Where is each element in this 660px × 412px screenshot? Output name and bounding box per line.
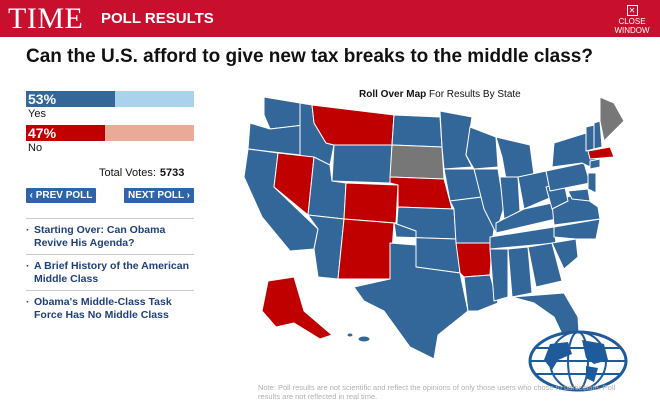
state-wyoming [331,144,393,184]
state-maryland [567,188,591,202]
close-label-line2: WINDOW [614,26,650,35]
no-bar-track [105,125,194,141]
state-maine [599,97,625,142]
map-caption-bold: Roll Over Map [359,89,427,100]
state-massachusetts [587,146,615,160]
state-new-mexico [337,218,395,280]
map-caption-rest: For Results By State [429,89,521,100]
no-percent: 47% [28,125,57,141]
state-nebraska [389,176,453,210]
state-wisconsin [465,126,499,170]
state-new-jersey [587,172,597,194]
state-arkansas [455,242,493,278]
state-minnesota [439,110,473,170]
state-hawaii [357,335,371,343]
state-georgia [527,242,563,288]
yes-bar-track [115,91,194,107]
state-south-dakota [389,144,445,180]
yes-bar-fill [26,91,115,107]
state-hawaii-2 [346,332,354,338]
state-new-hampshire [593,120,603,150]
state-alaska [261,276,333,340]
globe-icon [528,330,628,392]
state-illinois [473,168,505,234]
close-icon: ✕ [626,5,638,16]
no-label: No [28,142,43,154]
poll-question: Can the U.S. afford to give new tax brea… [26,46,593,67]
no-bar-fill [26,125,105,141]
state-vermont [585,124,595,152]
yes-label: Yes [28,108,46,120]
total-votes-value: 5733 [159,167,185,179]
related-link[interactable]: · Obama's Middle-Class Task Force Has No … [26,296,172,321]
total-votes-label: Total Votes: [99,167,156,179]
close-label-line1: CLOSE [618,17,646,26]
header-bar: TIME POLL RESULTS ✕ CLOSE WINDOW [0,0,660,37]
divider [26,290,194,291]
no-result-bar: 47% [26,125,194,141]
state-north-dakota [391,114,443,148]
state-mississippi [489,248,509,302]
state-louisiana [463,274,499,312]
page-title: POLL RESULTS [101,10,214,27]
close-window-button[interactable]: ✕ CLOSE WINDOW [610,5,654,35]
footnote: Note: Poll results are not scientific an… [258,383,616,401]
prev-poll-button[interactable]: ‹ PREV POLL [26,188,96,203]
time-logo: TIME [8,2,84,35]
state-texas [353,242,469,360]
related-link[interactable]: · Starting Over: Can Obama Revive His Age… [26,224,166,249]
state-washington [263,97,305,130]
yes-result-bar: 53% [26,91,194,107]
state-colorado [343,182,399,224]
map-caption: Roll Over Map For Results By State [359,89,521,100]
yes-percent: 53% [28,91,57,107]
state-connecticut [589,158,601,170]
related-link[interactable]: · A Brief History of the American Middle … [26,260,190,285]
state-michigan [495,136,535,180]
state-south-carolina [551,238,579,270]
us-results-map[interactable] [234,97,644,372]
divider [26,254,194,255]
state-montana [311,104,395,146]
state-alabama [507,246,533,298]
divider [26,218,194,219]
total-votes: Total Votes: 5733 [99,167,184,179]
next-poll-button[interactable]: NEXT POLL › [124,188,194,203]
